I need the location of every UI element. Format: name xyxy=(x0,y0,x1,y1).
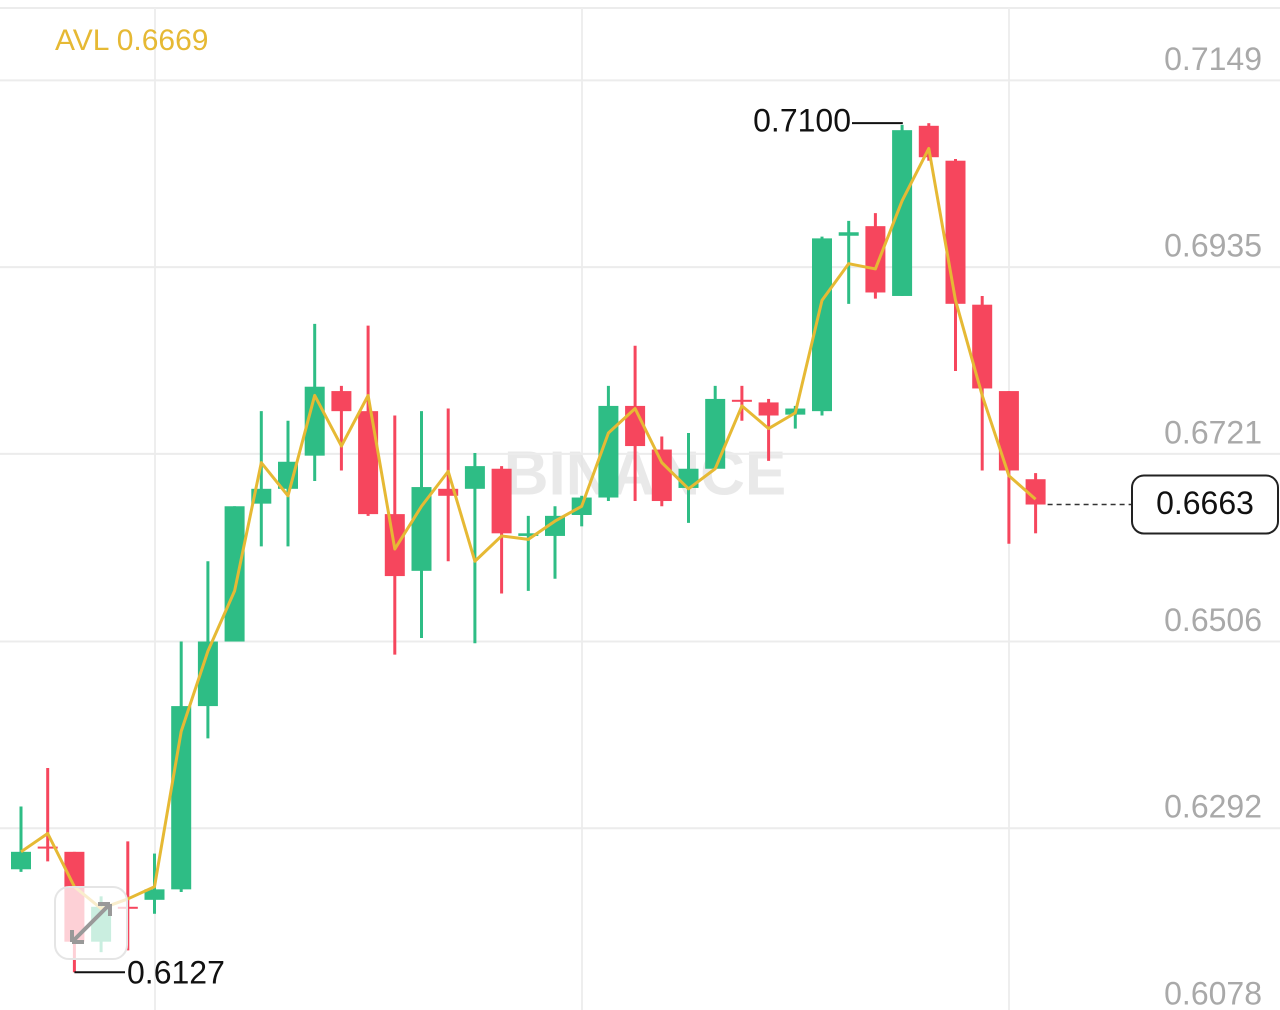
candle-body xyxy=(892,130,913,296)
y-tick-label: 0.6506 xyxy=(1164,602,1262,638)
candle-body xyxy=(545,515,565,536)
candle-body xyxy=(11,851,31,870)
candle-body xyxy=(197,641,218,707)
candle-body xyxy=(972,304,993,389)
candle-body xyxy=(651,449,672,502)
watermark: BINANCE xyxy=(504,439,786,508)
candle-body xyxy=(518,533,539,536)
candle-body xyxy=(838,232,859,236)
candle-body xyxy=(331,391,352,412)
candle-body xyxy=(224,506,245,642)
max-label: 0.7100 xyxy=(753,103,851,139)
candle-body xyxy=(358,411,379,515)
last-price-label: 0.6663 xyxy=(1156,485,1254,521)
y-tick-label: 0.6721 xyxy=(1164,414,1262,450)
indicator-value: 0.6669 xyxy=(117,24,209,57)
candle-body xyxy=(945,160,966,304)
y-tick-label: 0.6292 xyxy=(1164,789,1262,825)
candle-body xyxy=(865,226,886,293)
indicator-name: AVL xyxy=(55,24,109,57)
candle-body xyxy=(144,889,165,900)
candle-body xyxy=(918,125,939,158)
candle-body xyxy=(37,846,58,849)
avl-line xyxy=(20,146,1037,911)
y-tick-label: 0.7149 xyxy=(1164,41,1262,77)
candle-body xyxy=(998,391,1019,471)
last-price-box xyxy=(1131,474,1279,535)
expand-icon[interactable] xyxy=(54,886,128,960)
y-tick-label: 0.6078 xyxy=(1164,975,1262,1010)
y-tick-label: 0.6935 xyxy=(1164,228,1262,264)
candle-body xyxy=(1025,479,1046,505)
candle-body xyxy=(758,402,779,416)
expand-arrows xyxy=(70,902,112,944)
candle-body xyxy=(438,488,459,496)
min-label: 0.6127 xyxy=(127,955,225,991)
candle-body xyxy=(491,468,512,534)
candle-body xyxy=(705,398,726,469)
candle-body xyxy=(411,487,432,571)
candle-body xyxy=(464,466,485,489)
candle-body xyxy=(812,238,832,412)
candle-body xyxy=(731,399,752,402)
indicator-label: AVL 0.6669 xyxy=(55,24,208,57)
